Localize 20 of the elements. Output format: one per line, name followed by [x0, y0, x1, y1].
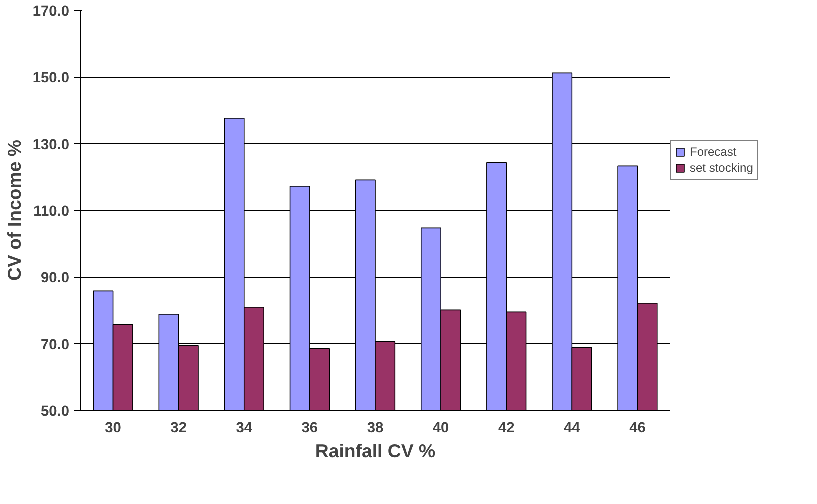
- y-tick-label: 50.0: [40, 404, 70, 420]
- y-tick-label: 90.0: [40, 270, 70, 287]
- x-tick-label: 42: [498, 420, 515, 436]
- y-axis-title: CV of Income %: [4, 140, 25, 281]
- x-tick-label: 40: [432, 420, 450, 436]
- x-tick-label: 44: [564, 420, 582, 436]
- y-tick-label: 130.0: [32, 137, 70, 154]
- x-tick-label: 46: [630, 420, 646, 436]
- y-tick-label: 170.0: [32, 4, 70, 20]
- x-tick-label: 32: [170, 420, 187, 436]
- y-tick-label: 70.0: [40, 337, 70, 354]
- x-tick-label: 30: [105, 420, 122, 436]
- x-tick-label: 36: [302, 420, 318, 436]
- y-tick-label: 110.0: [34, 204, 70, 220]
- x-tick-label: 34: [236, 420, 254, 436]
- y-tick-label: 150.0: [32, 70, 70, 87]
- legend-label: set stocking: [690, 161, 754, 175]
- legend-label: Forecast: [690, 145, 737, 159]
- x-tick-label: 38: [367, 420, 384, 436]
- x-axis-title: Rainfall CV %: [315, 440, 436, 462]
